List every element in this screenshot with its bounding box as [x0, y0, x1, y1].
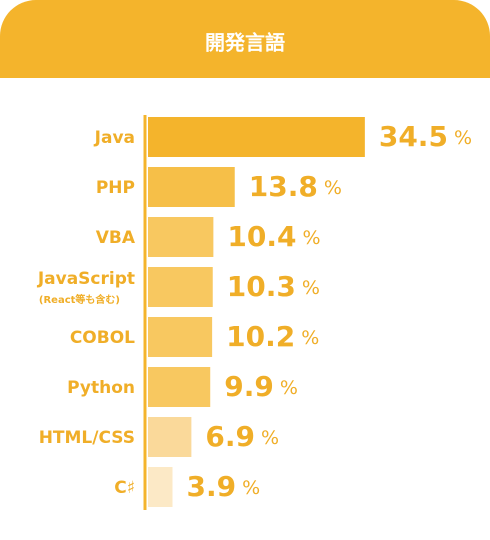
- value-unit: %: [301, 327, 319, 349]
- value-number: 34.5: [379, 120, 448, 153]
- value-label: 6.9%: [205, 420, 279, 453]
- value-unit: %: [302, 227, 320, 249]
- value-unit: %: [454, 127, 472, 149]
- y-tick-label: JavaScript: [37, 269, 135, 289]
- value-number: 3.9: [187, 470, 237, 503]
- y-tick-label: Java: [94, 128, 135, 148]
- bar: [148, 467, 173, 507]
- value-number: 10.2: [226, 320, 295, 353]
- value-label: 3.9%: [187, 470, 261, 503]
- bar: [148, 117, 365, 157]
- y-tick-sublabel: (React等も含む): [39, 293, 120, 306]
- value-label: 10.4%: [227, 220, 320, 253]
- value-label: 34.5%: [379, 120, 472, 153]
- y-tick-label: VBA: [96, 228, 136, 248]
- header-band: [0, 0, 490, 78]
- value-number: 10.3: [227, 270, 296, 303]
- y-tick-label: Python: [67, 378, 135, 398]
- y-tick-label: COBOL: [70, 328, 135, 348]
- chart-title: 開発言語: [205, 31, 285, 55]
- value-unit: %: [324, 177, 342, 199]
- value-unit: %: [261, 427, 279, 449]
- value-label: 10.2%: [226, 320, 319, 353]
- value-number: 9.9: [224, 370, 274, 403]
- value-label: 13.8%: [249, 170, 342, 203]
- y-tick-label: PHP: [96, 178, 135, 198]
- bar: [148, 267, 213, 307]
- bar: [148, 217, 214, 257]
- bar: [148, 417, 192, 457]
- bar: [148, 167, 235, 207]
- y-tick-label: C♯: [114, 478, 135, 498]
- value-unit: %: [280, 377, 298, 399]
- value-unit: %: [302, 277, 320, 299]
- bar: [148, 367, 211, 407]
- value-number: 13.8: [249, 170, 318, 203]
- value-number: 10.4: [227, 220, 296, 253]
- value-unit: %: [242, 477, 260, 499]
- value-number: 6.9: [205, 420, 255, 453]
- bar: [148, 317, 213, 357]
- value-label: 10.3%: [227, 270, 320, 303]
- y-tick-label: HTML/CSS: [39, 428, 135, 448]
- value-label: 9.9%: [224, 370, 298, 403]
